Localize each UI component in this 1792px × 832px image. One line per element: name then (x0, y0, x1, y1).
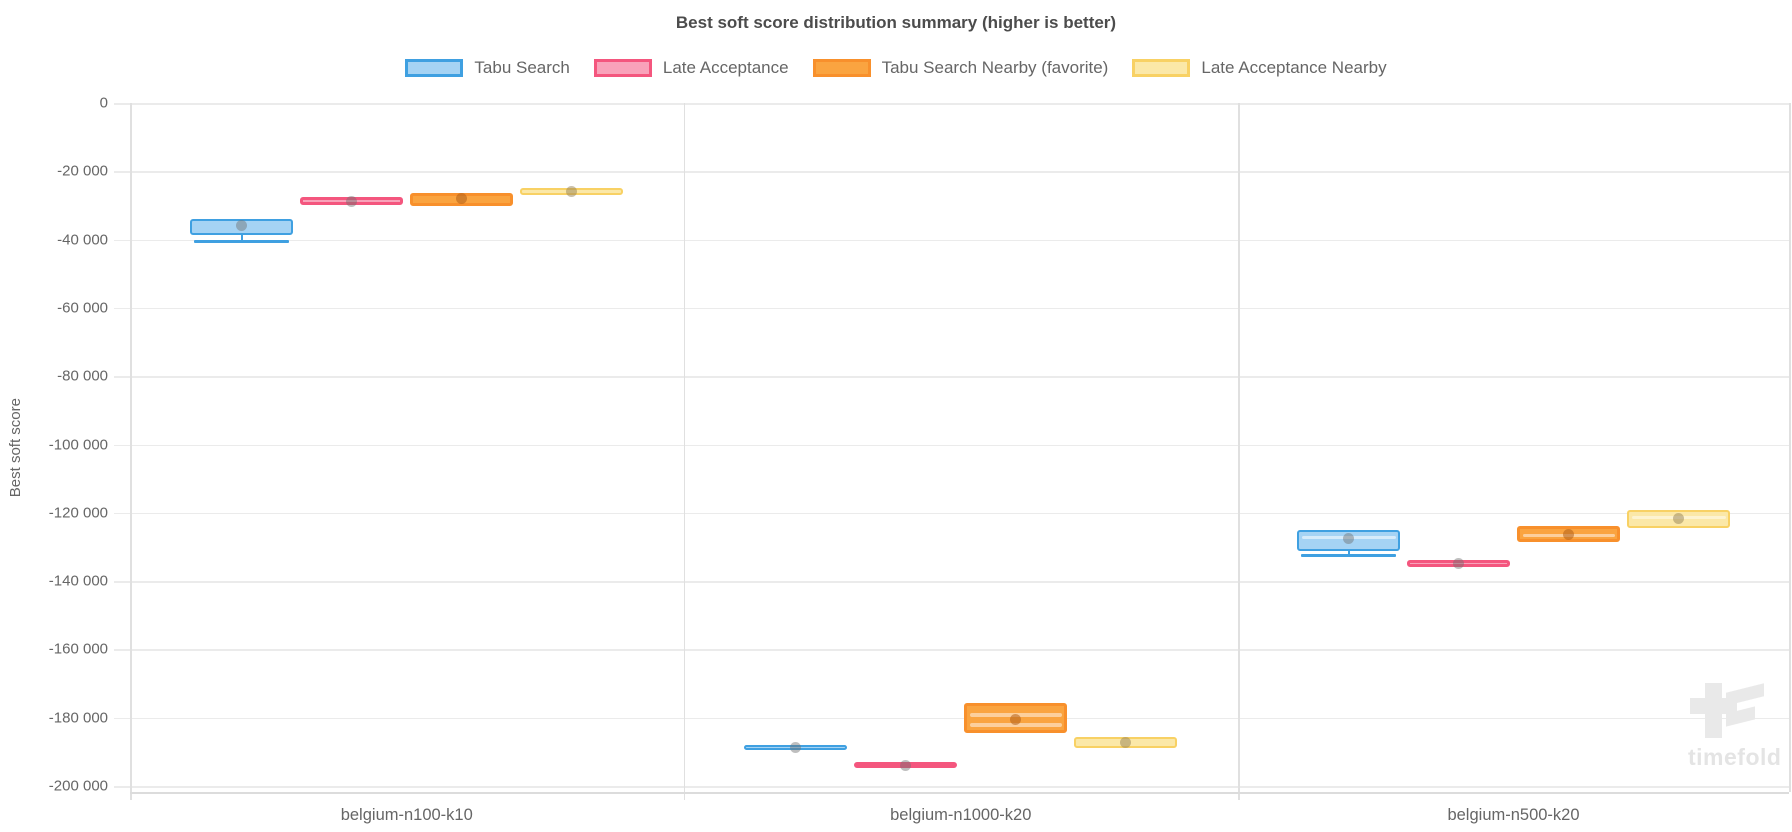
y-gridline (114, 581, 1789, 583)
y-tick-label: -160 000 (48, 640, 108, 658)
y-tick-label: -200 000 (48, 777, 108, 795)
y-tick-label: -180 000 (48, 709, 108, 727)
legend: Tabu Search Late Acceptance Tabu Search Ne… (0, 58, 1792, 78)
category-separator (683, 103, 685, 800)
box-late-acceptance-belgium-n100-k10 (300, 196, 404, 206)
legend-item-late-acceptance-nearby[interactable]: Late Acceptance Nearby (1132, 58, 1387, 78)
median-line (969, 723, 1062, 727)
legend-item-tabu-search-nearby-favorite-[interactable]: Tabu Search Nearby (favorite) (812, 58, 1109, 78)
legend-item-late-acceptance[interactable]: Late Acceptance (593, 58, 789, 78)
y-gridline (114, 307, 1789, 310)
y-gridline (114, 103, 1789, 105)
y-tick-label: -140 000 (48, 572, 108, 590)
mean-dot (566, 185, 578, 197)
box-late-acceptance-belgium-n500-k20 (1407, 559, 1510, 567)
legend-swatch-icon (812, 59, 871, 77)
legend-label: Tabu Search (474, 58, 570, 77)
mean-dot (1673, 512, 1684, 524)
legend-swatch-icon (593, 59, 652, 77)
box-late-acceptance-belgium-n1000-k20 (854, 762, 958, 769)
mean-dot (1343, 532, 1354, 544)
x-axis-line (130, 792, 1789, 794)
legend-swatch-icon (1132, 59, 1191, 77)
whisker-stem (1347, 550, 1350, 556)
y-tick-label: -40 000 (57, 231, 108, 249)
y-tick-label: -60 000 (57, 299, 108, 317)
y-gridline (114, 444, 1789, 446)
whisker-min-cap (194, 240, 290, 243)
mean-dot (236, 219, 248, 231)
mean-dot (1563, 528, 1574, 540)
y-gridline (114, 786, 1789, 788)
y-tick-label: 0 (99, 94, 108, 112)
legend-swatch-icon (405, 59, 464, 77)
box-tabu-search-belgium-n500-k20 (1297, 529, 1400, 552)
y-gridline (114, 171, 1789, 173)
x-category-label: belgium-n100-k10 (340, 806, 473, 824)
mean-dot (1453, 558, 1464, 570)
legend-label: Tabu Search Nearby (favorite) (881, 58, 1109, 77)
y-gridline (114, 376, 1789, 378)
y-tick-label: -20 000 (57, 162, 108, 180)
x-category-label: belgium-n1000-k20 (890, 806, 1032, 824)
y-gridline (114, 239, 1789, 242)
y-gridline (114, 717, 1789, 720)
chart-title: Best soft score distribution summary (hi… (675, 13, 1117, 32)
timefold-logo-icon (1690, 698, 1737, 714)
box-tabu-search-nearby-favorite--belgium-n1000-k20 (964, 702, 1068, 733)
axis-border (130, 103, 132, 800)
legend-label: Late Acceptance Nearby (1201, 58, 1387, 77)
legend-item-tabu-search[interactable]: Tabu Search (405, 58, 570, 78)
median-line (1301, 535, 1396, 540)
box-tabu-search-belgium-n100-k10 (190, 219, 294, 236)
timefold-watermark-text: timefold (1688, 744, 1782, 770)
y-tick-label: -120 000 (48, 504, 108, 522)
category-separator (1238, 103, 1240, 800)
mean-dot (1120, 737, 1132, 749)
whisker-stem (240, 234, 243, 242)
y-gridline (114, 512, 1789, 515)
mean-dot (456, 192, 468, 204)
box-tabu-search-belgium-n1000-k20 (744, 745, 848, 751)
mean-dot (900, 759, 912, 771)
legend-label: Late Acceptance (662, 58, 789, 77)
x-category-label: belgium-n500-k20 (1447, 806, 1580, 824)
axis-border (1789, 103, 1791, 792)
mean-dot (346, 195, 358, 207)
whisker-min-cap (1301, 554, 1396, 557)
y-gridline (114, 649, 1789, 651)
y-tick-label: -80 000 (57, 367, 108, 385)
mean-dot (1010, 713, 1022, 725)
y-tick-label: -100 000 (48, 436, 108, 453)
mean-dot (790, 742, 802, 754)
